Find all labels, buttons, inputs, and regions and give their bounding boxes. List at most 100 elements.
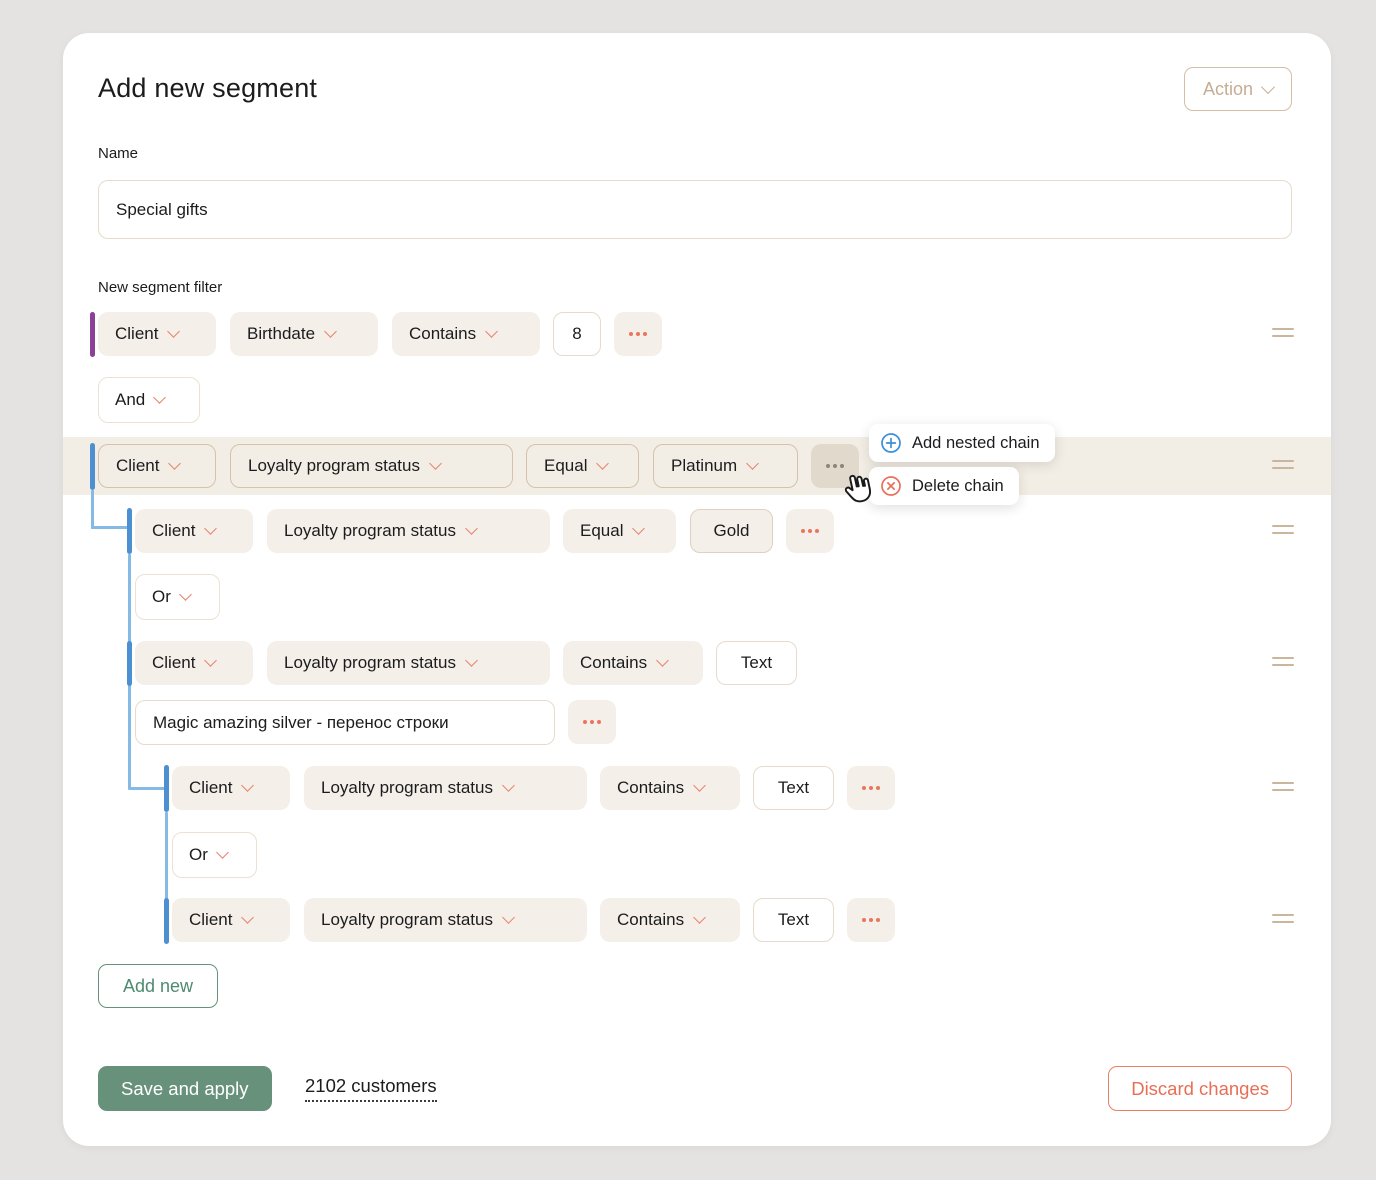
field-dropdown[interactable]: Loyalty program status bbox=[267, 641, 550, 685]
condition-dropdown[interactable]: Contains bbox=[392, 312, 540, 356]
tree-connector-line bbox=[165, 812, 168, 899]
more-options-icon bbox=[826, 464, 830, 468]
more-options-button[interactable] bbox=[786, 509, 834, 553]
more-options-icon bbox=[583, 720, 587, 724]
page-title: Add new segment bbox=[98, 73, 318, 103]
field-dropdown[interactable]: Loyalty program status bbox=[230, 444, 513, 488]
chain-color-bar-blue bbox=[164, 898, 169, 944]
field-dropdown[interactable]: Birthdate bbox=[230, 312, 378, 356]
chevron-down-icon bbox=[1260, 79, 1276, 94]
condition-dropdown[interactable]: Contains bbox=[600, 766, 740, 810]
value-dropdown-label: Platinum bbox=[671, 456, 738, 475]
menu-item-label: Delete chain bbox=[912, 476, 1004, 495]
logic-operator-dropdown[interactable]: And bbox=[98, 377, 200, 423]
filter-value-input[interactable] bbox=[753, 898, 834, 942]
filter-value-input[interactable] bbox=[553, 312, 601, 356]
field-dropdown-label: Loyalty program status bbox=[321, 910, 493, 929]
entity-dropdown-label: Client bbox=[115, 324, 159, 343]
field-dropdown-label: Loyalty program status bbox=[284, 653, 456, 672]
chevron-down-icon bbox=[429, 457, 442, 470]
chevron-down-icon bbox=[485, 325, 498, 338]
filter-value-input[interactable] bbox=[753, 766, 834, 810]
logic-operator-label: Or bbox=[152, 587, 171, 606]
customers-count-link[interactable]: 2102 customers bbox=[305, 1075, 437, 1102]
menu-item-label: Add nested chain bbox=[912, 433, 1040, 452]
drag-handle[interactable] bbox=[1272, 914, 1294, 923]
chevron-down-icon bbox=[596, 457, 610, 470]
chevron-down-icon bbox=[693, 911, 706, 924]
save-and-apply-button[interactable]: Save and apply bbox=[98, 1066, 272, 1111]
segment-name-input[interactable] bbox=[98, 180, 1292, 239]
chevron-down-icon bbox=[656, 654, 669, 667]
action-button[interactable]: Action bbox=[1183, 67, 1292, 111]
condition-dropdown-label: Contains bbox=[617, 778, 685, 797]
drag-handle[interactable] bbox=[1272, 525, 1294, 534]
condition-dropdown[interactable]: Contains bbox=[563, 641, 703, 685]
filter-section-label: New segment filter bbox=[98, 279, 223, 296]
more-options-icon bbox=[629, 332, 633, 336]
entity-dropdown-label: Client bbox=[189, 778, 233, 797]
field-dropdown[interactable]: Loyalty program status bbox=[267, 509, 550, 553]
entity-dropdown[interactable]: Client bbox=[172, 898, 290, 942]
condition-dropdown[interactable]: Equal bbox=[563, 509, 676, 553]
chevron-down-icon bbox=[324, 325, 337, 338]
filter-value-input[interactable] bbox=[135, 700, 555, 745]
menu-item-add-nested-chain[interactable]: Add nested chain bbox=[869, 424, 1055, 462]
entity-dropdown[interactable]: Client bbox=[98, 312, 216, 356]
cursor-pointer-icon bbox=[844, 474, 872, 503]
more-options-button[interactable] bbox=[614, 312, 662, 356]
drag-handle[interactable] bbox=[1272, 782, 1294, 791]
value-dropdown[interactable]: Platinum bbox=[653, 444, 798, 488]
chevron-down-icon bbox=[204, 654, 218, 667]
logic-operator-label: Or bbox=[189, 845, 208, 864]
more-options-button[interactable] bbox=[847, 898, 895, 942]
entity-dropdown[interactable]: Client bbox=[135, 509, 253, 553]
filter-value-input[interactable] bbox=[716, 641, 797, 685]
condition-dropdown[interactable]: Contains bbox=[600, 898, 740, 942]
entity-dropdown[interactable]: Client bbox=[172, 766, 290, 810]
more-options-button[interactable] bbox=[847, 766, 895, 810]
more-options-button[interactable] bbox=[568, 700, 616, 744]
chain-color-bar-blue bbox=[164, 765, 169, 812]
drag-handle[interactable] bbox=[1272, 657, 1294, 666]
field-dropdown-label: Birthdate bbox=[247, 324, 316, 343]
chevron-down-icon bbox=[167, 325, 181, 338]
condition-dropdown-label: Contains bbox=[617, 910, 685, 929]
field-dropdown-label: Loyalty program status bbox=[321, 778, 493, 797]
tree-connector-line bbox=[91, 526, 131, 529]
condition-dropdown[interactable]: Equal bbox=[526, 444, 639, 488]
field-dropdown[interactable]: Loyalty program status bbox=[304, 766, 587, 810]
field-dropdown-label: Loyalty program status bbox=[284, 521, 456, 540]
entity-dropdown[interactable]: Client bbox=[98, 444, 216, 488]
field-dropdown[interactable]: Loyalty program status bbox=[304, 898, 587, 942]
menu-item-delete-chain[interactable]: Delete chain bbox=[869, 467, 1019, 505]
discard-changes-button[interactable]: Discard changes bbox=[1108, 1066, 1292, 1111]
chevron-down-icon bbox=[241, 911, 255, 924]
chevron-down-icon bbox=[204, 522, 218, 535]
logic-operator-dropdown[interactable]: Or bbox=[172, 832, 257, 878]
add-segment-panel: Add new segment Action Name New segment … bbox=[63, 33, 1331, 1146]
logic-operator-dropdown[interactable]: Or bbox=[135, 574, 220, 620]
chain-color-bar-blue bbox=[127, 641, 132, 686]
drag-handle[interactable] bbox=[1272, 460, 1294, 469]
chevron-down-icon bbox=[465, 522, 478, 535]
condition-dropdown-label: Contains bbox=[409, 324, 477, 343]
chain-color-bar-purple bbox=[90, 312, 95, 357]
condition-dropdown-label: Equal bbox=[580, 521, 624, 540]
more-options-icon bbox=[801, 529, 805, 533]
tree-connector-line bbox=[91, 490, 94, 529]
chain-color-bar-blue bbox=[127, 508, 132, 554]
value-button[interactable]: Gold bbox=[690, 509, 773, 553]
chevron-down-icon bbox=[216, 846, 229, 859]
value-button-label: Gold bbox=[713, 521, 750, 540]
tree-connector-line bbox=[128, 787, 168, 790]
entity-dropdown-label: Client bbox=[189, 910, 233, 929]
chevron-down-icon bbox=[241, 779, 255, 792]
chevron-down-icon bbox=[168, 457, 182, 470]
add-new-button[interactable]: Add new bbox=[98, 964, 219, 1008]
entity-dropdown[interactable]: Client bbox=[135, 641, 253, 685]
drag-handle[interactable] bbox=[1272, 328, 1294, 337]
chevron-down-icon bbox=[502, 911, 515, 924]
chevron-down-icon bbox=[632, 522, 646, 535]
chevron-down-icon bbox=[693, 779, 706, 792]
